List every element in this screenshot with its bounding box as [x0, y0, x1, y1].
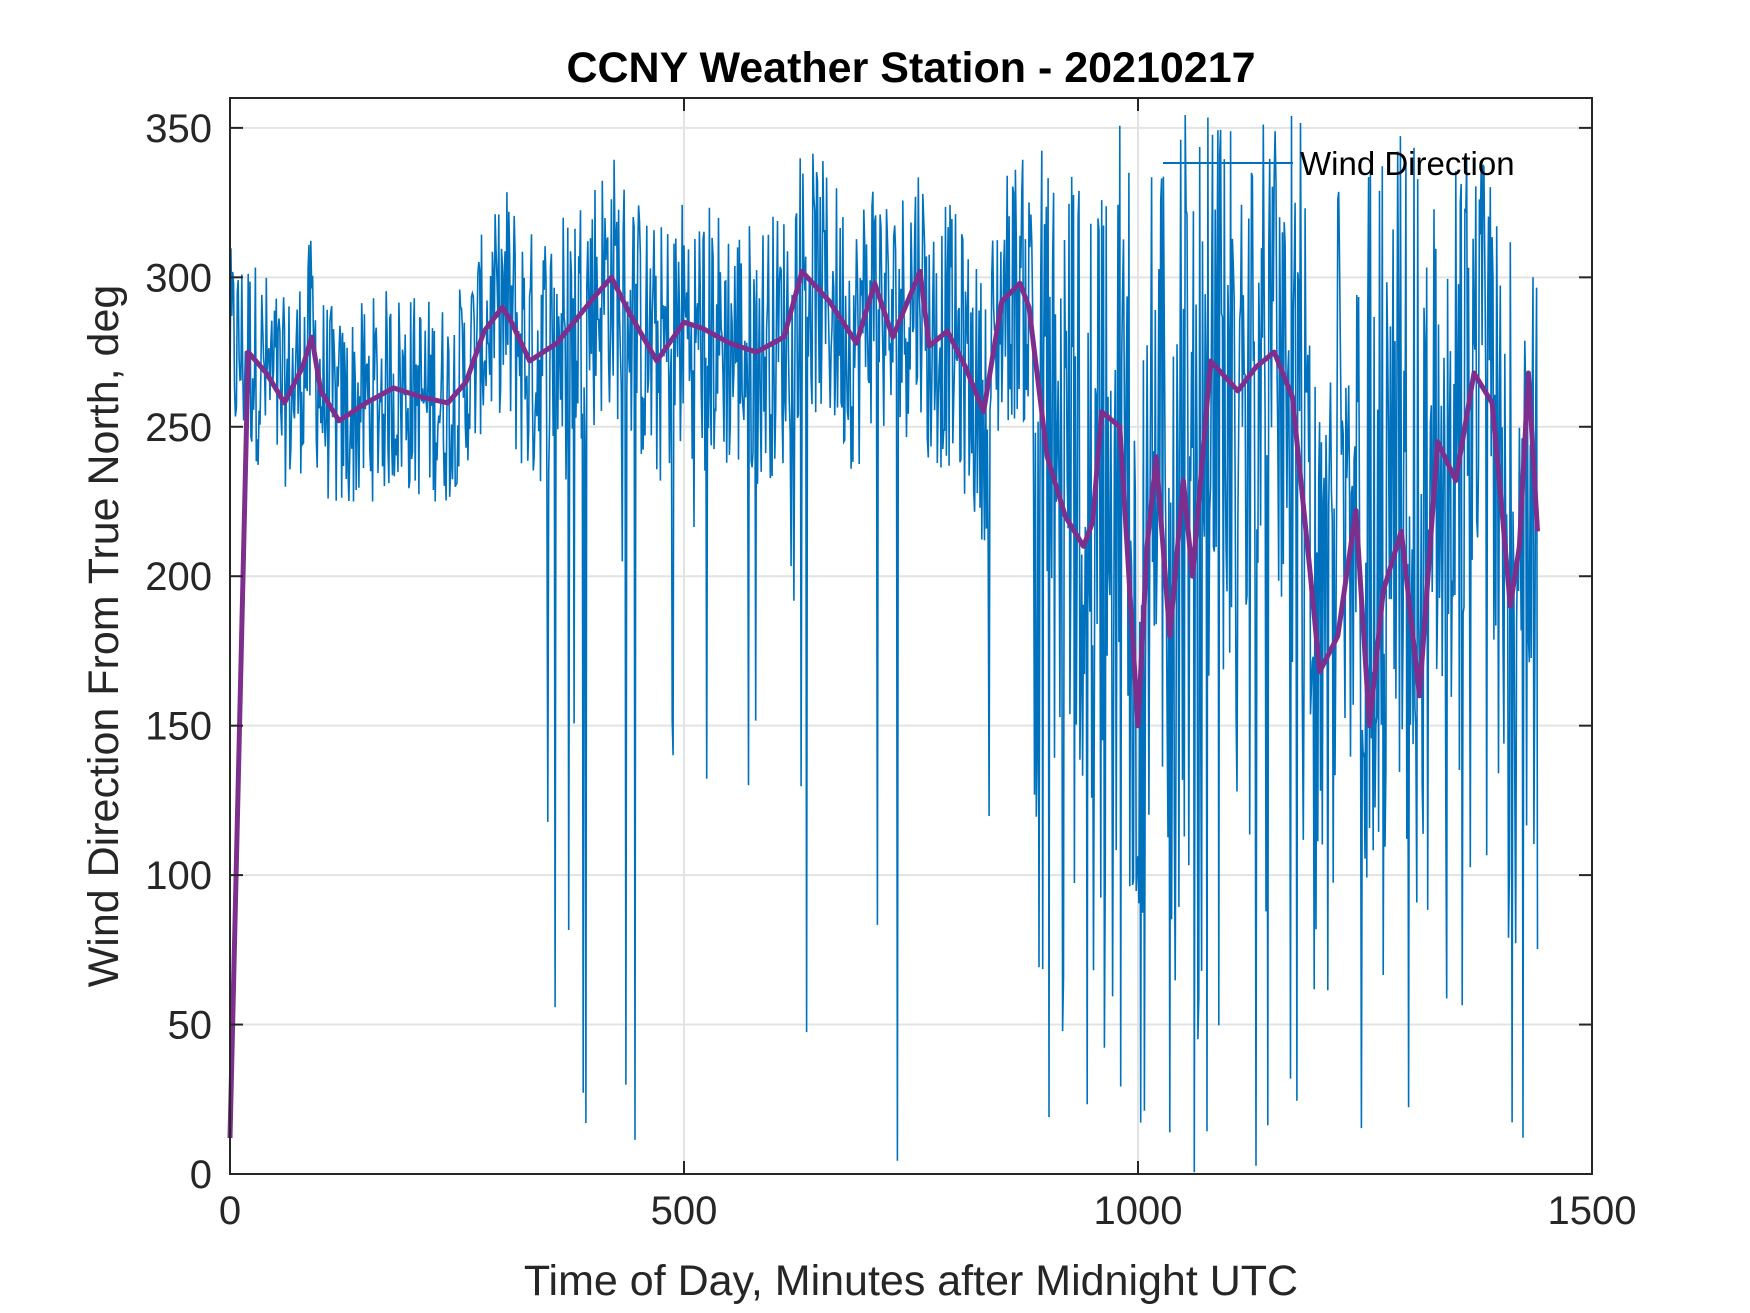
legend-label-wind-direction: Wind Direction — [1300, 145, 1515, 182]
y-tick-label: 100 — [145, 854, 212, 898]
y-tick-label: 250 — [145, 406, 212, 450]
y-tick-label: 50 — [168, 1004, 213, 1048]
moving-average-line — [227, 268, 1540, 1139]
grid-lines — [230, 98, 1592, 1174]
y-tick-label: 200 — [145, 555, 212, 599]
x-tick-label: 0 — [219, 1189, 241, 1233]
y-tick-label: 300 — [145, 256, 212, 300]
legend: Wind Direction — [1163, 145, 1515, 182]
x-tick-label: 1000 — [1094, 1189, 1183, 1233]
y-tick-label: 0 — [190, 1153, 212, 1197]
y-tick-label: 350 — [145, 107, 212, 151]
x-tick-label: 500 — [651, 1189, 718, 1233]
axis-tick-labels: 0 50 100 150 200 250 300 350 0 500 1000 1500 — [145, 107, 1636, 1233]
series-moving-average — [227, 268, 1540, 1139]
plot-frame — [229, 97, 1593, 1175]
wind-direction-line — [229, 115, 1539, 1173]
series-wind-direction — [229, 115, 1539, 1173]
y-axis-label: Wind Direction From True North, deg — [80, 285, 128, 988]
y-tick-label: 150 — [145, 705, 212, 749]
axis-ticks — [229, 98, 1593, 1175]
x-axis-label: Time of Day, Minutes after Midnight UTC — [524, 1257, 1298, 1305]
chart-title: CCNY Weather Station - 20210217 — [566, 44, 1255, 92]
x-tick-label: 1500 — [1548, 1189, 1637, 1233]
